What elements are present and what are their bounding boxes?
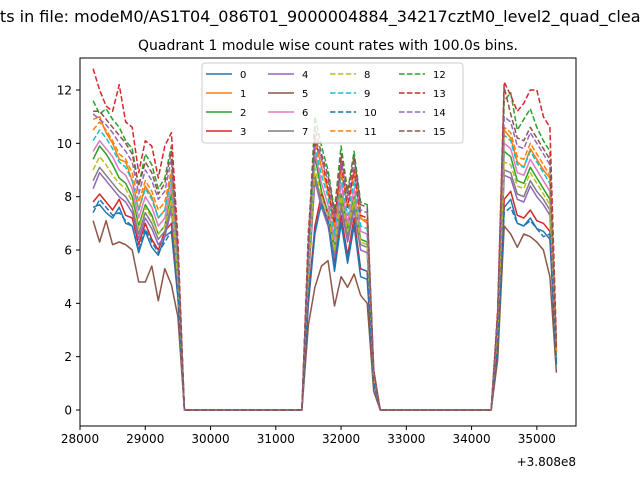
x-tick-label: 29000 bbox=[126, 432, 164, 446]
legend-box bbox=[201, 62, 464, 144]
series-line-15 bbox=[93, 86, 558, 411]
legend-label-6: 6 bbox=[302, 108, 308, 119]
y-tick-label: 10 bbox=[57, 137, 72, 151]
series-line-0 bbox=[92, 198, 558, 411]
legend-label-12: 12 bbox=[433, 70, 446, 81]
x-tick-label: 35000 bbox=[518, 432, 556, 446]
figure-suptitle: Counts in file: modeM0/AS1T04_086T01_900… bbox=[0, 3, 640, 31]
x-axis: 28000 29000 30000 31000 32000 33000 34000 35000 bbox=[61, 426, 556, 446]
series-line-4 bbox=[92, 171, 558, 411]
chart-title: Quadrant 1 module wise count rates with … bbox=[138, 38, 518, 54]
series-line-5 bbox=[92, 219, 558, 411]
legend-label-3: 3 bbox=[240, 127, 246, 138]
legend-label-13: 13 bbox=[433, 89, 446, 100]
legend-label-9: 9 bbox=[364, 89, 370, 100]
legend-label-10: 10 bbox=[364, 108, 377, 119]
y-tick-label: 2 bbox=[64, 350, 72, 364]
x-tick-label: 33000 bbox=[387, 432, 425, 446]
legend-label-14: 14 bbox=[433, 108, 446, 119]
x-tick-label: 30000 bbox=[191, 432, 229, 446]
legend-label-4: 4 bbox=[302, 70, 308, 81]
series-lines bbox=[92, 68, 558, 411]
y-tick-label: 6 bbox=[64, 244, 72, 258]
series-line-9 bbox=[92, 129, 558, 411]
legend-label-8: 8 bbox=[364, 70, 370, 81]
y-tick-label: 4 bbox=[64, 297, 72, 311]
y-tick-label: 8 bbox=[64, 190, 72, 204]
legend-label-7: 7 bbox=[302, 127, 308, 138]
series-line-13 bbox=[92, 68, 558, 411]
axes-frame bbox=[79, 57, 577, 427]
x-tick-label: 31000 bbox=[257, 432, 295, 446]
legend-label-5: 5 bbox=[302, 89, 308, 100]
y-axis: 0 2 4 6 8 10 12 bbox=[57, 84, 80, 418]
legend-label-15: 15 bbox=[433, 127, 446, 138]
series-line-14 bbox=[92, 113, 558, 411]
y-tick-label: 12 bbox=[57, 84, 72, 98]
legend-label-0: 0 bbox=[240, 70, 246, 81]
legend-label-2: 2 bbox=[240, 108, 246, 119]
x-tick-label: 34000 bbox=[452, 432, 490, 446]
x-offset-text: +3.808e8 bbox=[517, 455, 576, 469]
x-tick-label: 28000 bbox=[61, 432, 99, 446]
legend-label-11: 11 bbox=[364, 127, 377, 138]
x-tick-label: 32000 bbox=[322, 432, 360, 446]
y-tick-label: 0 bbox=[64, 404, 72, 418]
series-line-10 bbox=[92, 198, 558, 411]
suptitle-text: Counts in file: modeM0/AS1T04_086T01_900… bbox=[0, 7, 640, 26]
legend-label-1: 1 bbox=[240, 89, 246, 100]
series-line-3 bbox=[92, 190, 558, 411]
